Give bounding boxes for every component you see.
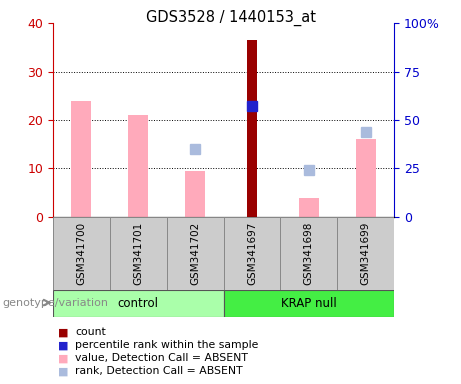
Bar — [337, 217, 394, 290]
Text: ■: ■ — [58, 340, 68, 350]
Bar — [280, 217, 337, 290]
Bar — [224, 217, 280, 290]
Text: control: control — [118, 297, 159, 310]
Text: count: count — [75, 327, 106, 337]
Text: ■: ■ — [58, 327, 68, 337]
Bar — [128, 115, 148, 217]
Text: GSM341702: GSM341702 — [190, 222, 200, 285]
Bar — [53, 290, 224, 317]
Text: GSM341700: GSM341700 — [77, 222, 87, 285]
Text: ■: ■ — [58, 366, 68, 376]
Bar — [185, 171, 205, 217]
Bar — [299, 198, 319, 217]
Bar — [224, 290, 394, 317]
Text: GDS3528 / 1440153_at: GDS3528 / 1440153_at — [146, 10, 315, 26]
Text: value, Detection Call = ABSENT: value, Detection Call = ABSENT — [75, 353, 248, 363]
Bar — [71, 101, 91, 217]
Bar — [356, 139, 376, 217]
Text: GSM341697: GSM341697 — [247, 222, 257, 285]
Text: percentile rank within the sample: percentile rank within the sample — [75, 340, 259, 350]
Text: rank, Detection Call = ABSENT: rank, Detection Call = ABSENT — [75, 366, 243, 376]
Text: genotype/variation: genotype/variation — [2, 298, 108, 308]
Text: GSM341699: GSM341699 — [361, 222, 371, 285]
Bar — [110, 217, 167, 290]
Text: ■: ■ — [58, 353, 68, 363]
Bar — [53, 217, 110, 290]
Bar — [167, 217, 224, 290]
Bar — [247, 40, 258, 217]
Text: GSM341698: GSM341698 — [304, 222, 314, 285]
Text: GSM341701: GSM341701 — [133, 222, 143, 285]
Text: KRAP null: KRAP null — [281, 297, 337, 310]
